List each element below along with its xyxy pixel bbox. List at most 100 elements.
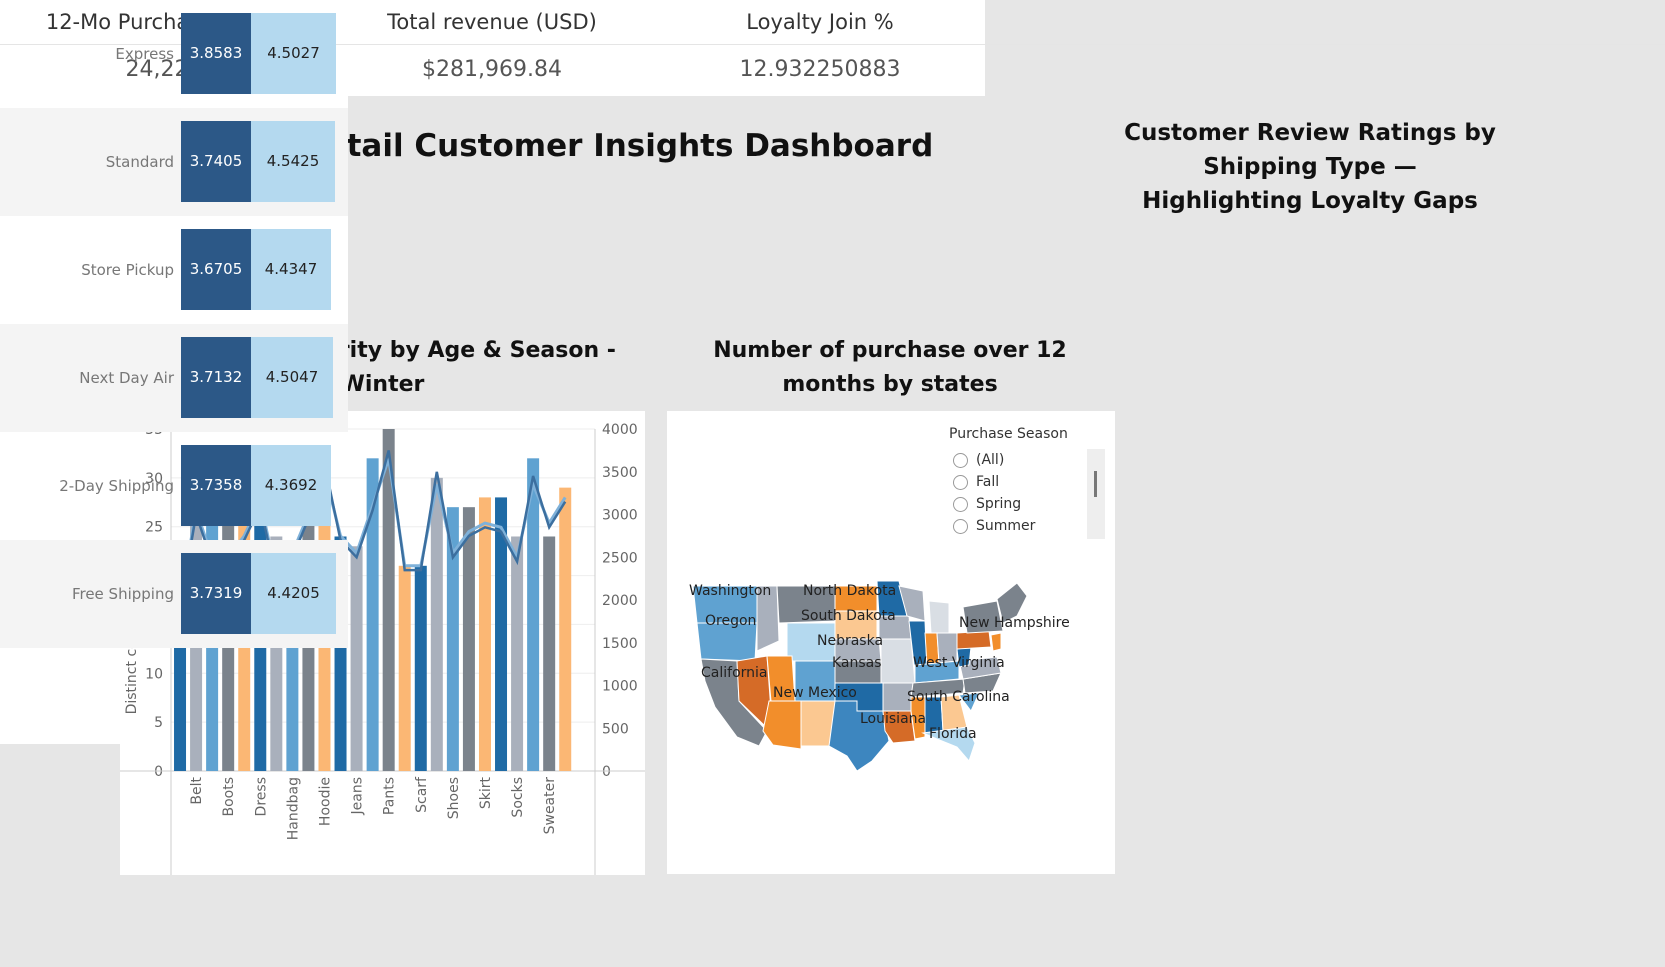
- bar: [350, 546, 363, 771]
- kpi-divider: [0, 44, 1665, 45]
- state-labels: Washington North Dakota Oregon South Dak…: [689, 583, 1070, 742]
- state-mississippi[interactable]: [910, 696, 926, 740]
- us-map[interactable]: Washington North Dakota Oregon South Dak…: [667, 411, 1115, 874]
- rating-bar-b[interactable]: 4.5047: [251, 337, 333, 418]
- svg-text:Oregon: Oregon: [705, 613, 756, 629]
- kpi-loyalty-value: 12.932250883: [739, 57, 901, 82]
- x-tick-label: Dress: [253, 777, 269, 816]
- rating-bar-a[interactable]: 3.7319: [181, 553, 251, 634]
- rating-bar-a[interactable]: 3.6705: [181, 229, 251, 310]
- x-tick-label: Scarf: [414, 776, 430, 813]
- bar: [414, 565, 427, 771]
- shipping-row-store-pickup[interactable]: Store Pickup 3.6705 4.4347: [0, 216, 348, 324]
- rating-bar-b[interactable]: 4.5027: [251, 13, 336, 94]
- legend-scroll-thumb[interactable]: [1094, 471, 1097, 497]
- legend-option-fall[interactable]: Fall: [953, 471, 999, 493]
- legend-option-all[interactable]: (All): [953, 449, 1004, 471]
- rating-bar-a[interactable]: 3.7132: [181, 337, 251, 418]
- svg-text:Nebraska: Nebraska: [817, 633, 883, 649]
- state-texas[interactable]: [828, 700, 890, 772]
- state-florida[interactable]: [921, 726, 976, 762]
- legend-option-summer[interactable]: Summer: [953, 515, 1035, 537]
- shipping-row-2-day[interactable]: 2-Day Shipping 3.7358 4.3692: [0, 432, 348, 540]
- bar: [446, 507, 459, 771]
- state-tennessee[interactable]: [910, 678, 966, 698]
- state-pennsylvania[interactable]: [956, 630, 992, 650]
- svg-text:South Carolina: South Carolina: [907, 689, 1010, 705]
- state-new-york[interactable]: [962, 600, 1004, 634]
- shipping-row-free[interactable]: Free Shipping 3.7319 4.4205: [0, 540, 348, 648]
- bar: [382, 429, 395, 771]
- svg-text:Florida: Florida: [929, 726, 977, 742]
- y-tick-label: 10: [145, 666, 163, 682]
- kpi-loyalty-label: Loyalty Join %: [746, 10, 894, 34]
- y-tick-label: 30: [145, 471, 163, 487]
- y-tick-label: 5: [154, 715, 163, 731]
- bar: [430, 477, 443, 771]
- x-tick-label: Skirt: [478, 777, 494, 810]
- bar: [478, 497, 491, 771]
- svg-text:California: California: [701, 665, 767, 681]
- x-tick-label: Sweater: [542, 777, 558, 835]
- bar: [462, 507, 475, 771]
- svg-text:Louisiana: Louisiana: [860, 711, 926, 727]
- state-new-england[interactable]: [996, 582, 1028, 624]
- state-michigan[interactable]: [928, 600, 950, 634]
- rating-bar-b[interactable]: 4.4347: [251, 229, 331, 310]
- kpi-revenue-value: $281,969.84: [422, 57, 562, 82]
- y2-tick-label: 1500: [602, 636, 638, 652]
- svg-text:North Dakota: North Dakota: [803, 583, 896, 599]
- bar: [366, 458, 379, 771]
- x-tick-label: Boots: [221, 777, 237, 817]
- svg-text:Washington: Washington: [689, 583, 771, 599]
- state-new-jersey[interactable]: [990, 632, 1002, 652]
- state-south-carolina[interactable]: [958, 692, 980, 712]
- state-idaho[interactable]: [756, 585, 780, 652]
- state-louisiana[interactable]: [882, 710, 916, 744]
- y-tick-label: 25: [145, 520, 163, 536]
- x-tick-label: Handbag: [285, 777, 301, 840]
- bar: [398, 565, 411, 771]
- bar: [543, 536, 556, 771]
- rating-bar-a[interactable]: 3.7405: [181, 121, 251, 202]
- x-tick-label: Pants: [382, 777, 398, 815]
- radio-icon[interactable]: [953, 474, 968, 490]
- shipping-type-label: Free Shipping: [71, 585, 174, 603]
- shipping-type-label: Store Pickup: [81, 261, 174, 279]
- kpi-revenue-label: Total revenue (USD): [387, 10, 597, 34]
- y2-tick-label: 2500: [602, 550, 638, 566]
- radio-icon[interactable]: [953, 496, 968, 512]
- y2-tick-label: 500: [602, 721, 629, 737]
- shipping-type-label: Standard: [105, 153, 174, 171]
- state-missouri[interactable]: [880, 638, 916, 684]
- y2-tick-label: 0: [602, 764, 611, 780]
- legend-scrollbar[interactable]: [1087, 449, 1105, 539]
- shipping-type-label: Express: [115, 45, 174, 63]
- y2-tick-label: 4000: [602, 422, 638, 438]
- x-tick-label: Hoodie: [317, 777, 333, 826]
- shipping-row-express[interactable]: Express 3.8583 4.5027: [0, 0, 348, 108]
- map-panel: Purchase Season (All) Fall Spring Summer: [667, 411, 1115, 874]
- rating-bar-b[interactable]: 4.5425: [251, 121, 335, 202]
- y2-tick-label: 2000: [602, 593, 638, 609]
- radio-icon[interactable]: [953, 518, 968, 534]
- svg-text:New Hampshire: New Hampshire: [959, 615, 1070, 631]
- rating-bar-a[interactable]: 3.8583: [181, 13, 251, 94]
- svg-text:Kansas: Kansas: [832, 655, 882, 671]
- state-arizona[interactable]: [762, 700, 802, 750]
- rating-bar-b[interactable]: 4.3692: [251, 445, 331, 526]
- radio-icon[interactable]: [953, 452, 968, 468]
- rating-bar-b[interactable]: 4.4205: [251, 553, 336, 634]
- shipping-chart-title: Customer Review Ratings by Shipping Type…: [1124, 120, 1496, 214]
- legend-option-spring[interactable]: Spring: [953, 493, 1021, 515]
- x-tick-label: Shoes: [446, 777, 462, 819]
- svg-text:New Mexico: New Mexico: [773, 685, 857, 701]
- kpi-panel: 12-Mo Purchase Count Total revenue (USD)…: [0, 0, 1665, 96]
- rating-bar-a[interactable]: 3.7358: [181, 445, 251, 526]
- shipping-row-standard[interactable]: Standard 3.7405 4.5425: [0, 108, 348, 216]
- us-states[interactable]: [692, 580, 1028, 772]
- shipping-row-next-day-air[interactable]: Next Day Air 3.7132 4.5047: [0, 324, 348, 432]
- x-tick-label: Belt: [189, 777, 205, 805]
- bar: [495, 497, 508, 771]
- y2-tick-label: 1000: [602, 679, 638, 695]
